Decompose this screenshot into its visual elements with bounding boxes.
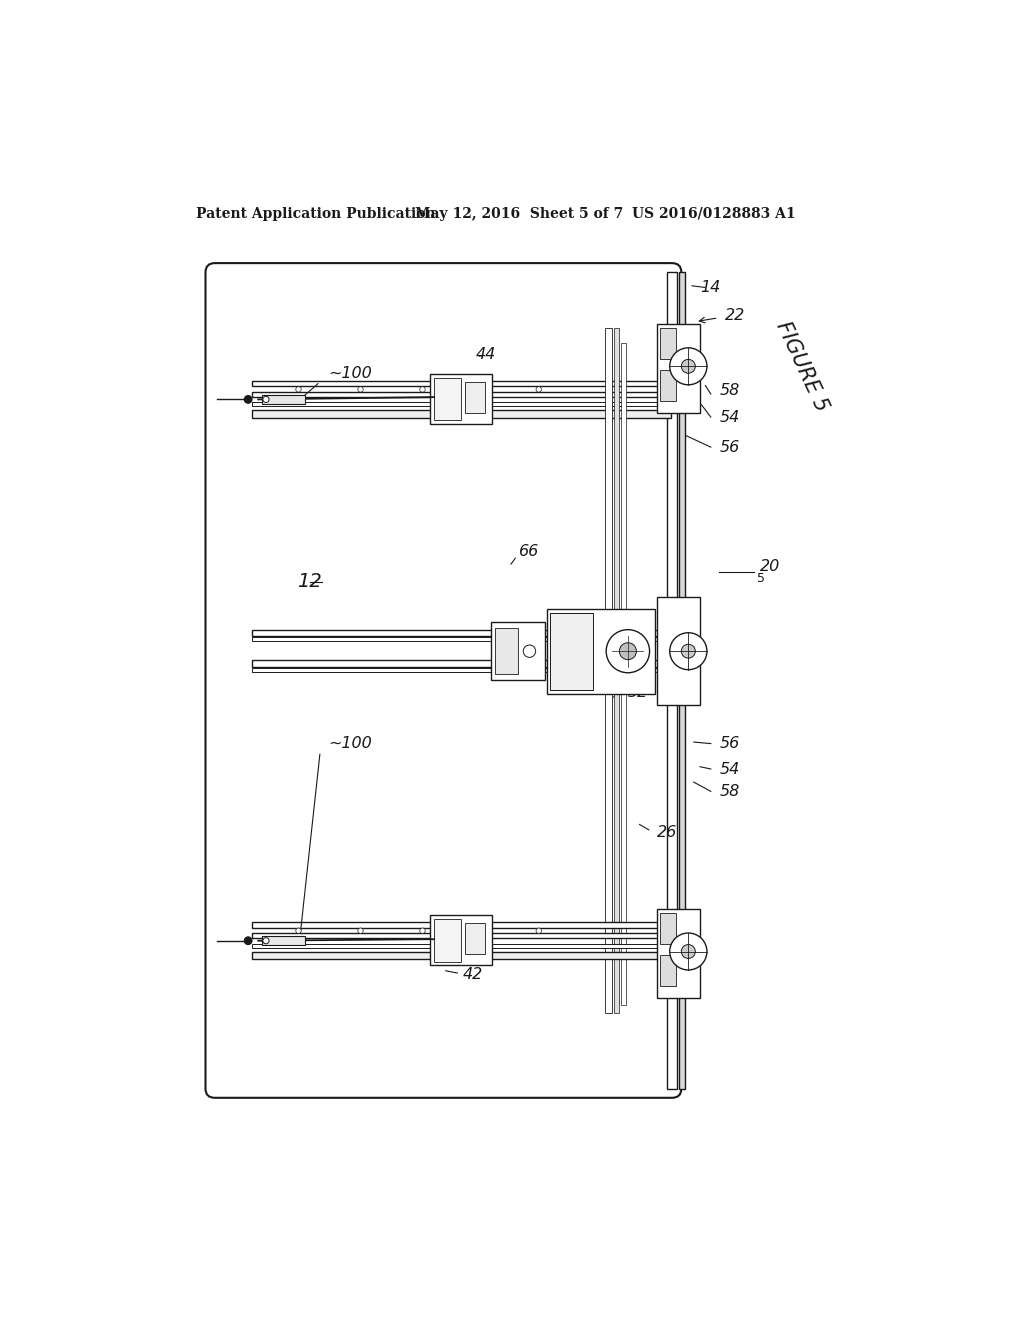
Circle shape [670,348,707,385]
Circle shape [536,387,542,392]
Circle shape [420,387,425,392]
Bar [252,923,671,928]
Bar [604,327,612,1014]
Bar [252,952,671,960]
Circle shape [420,928,425,933]
Bar [434,378,461,420]
Circle shape [670,933,707,970]
Bar [679,272,685,1089]
Circle shape [620,643,636,660]
Bar [252,403,671,407]
Bar [657,909,700,998]
Text: 28: 28 [676,334,696,348]
Text: 64: 64 [614,668,634,684]
Circle shape [681,644,695,659]
Text: 12: 12 [297,573,322,591]
Bar [657,597,700,705]
Circle shape [606,630,649,673]
Bar [252,411,671,418]
Bar [252,638,671,642]
Bar [550,612,593,689]
Text: 14: 14 [700,280,721,296]
Circle shape [357,387,364,392]
Text: 5: 5 [758,572,765,585]
Bar [430,915,493,965]
Bar [252,392,671,397]
Text: 26: 26 [656,825,677,840]
Circle shape [681,945,695,958]
Bar [490,622,545,681]
Bar [252,630,671,636]
Bar [434,919,461,961]
Circle shape [296,387,301,392]
Circle shape [263,937,269,944]
Bar [660,370,676,401]
Text: US 2016/0128883 A1: US 2016/0128883 A1 [632,207,796,220]
Bar [430,374,493,424]
Text: 54: 54 [719,409,739,425]
Text: 42: 42 [463,968,483,982]
Text: 66: 66 [519,544,540,558]
Circle shape [681,359,695,374]
Circle shape [357,928,364,933]
Circle shape [245,937,252,945]
Circle shape [536,928,542,933]
Bar [614,327,618,1014]
Text: 22: 22 [725,308,745,323]
Bar [252,668,671,672]
Circle shape [523,645,536,657]
Text: 44: 44 [476,347,497,362]
Circle shape [296,928,301,933]
Circle shape [670,632,707,669]
Text: 58: 58 [719,383,739,399]
Bar [495,628,518,675]
Text: 54: 54 [719,762,739,776]
Bar [657,323,700,412]
Bar [621,343,626,1006]
Text: Patent Application Publication: Patent Application Publication [197,207,436,220]
Bar [252,381,671,387]
Text: ~100: ~100 [328,367,372,381]
Bar [262,936,305,945]
Circle shape [245,396,252,404]
Bar [465,923,484,954]
Bar [252,944,671,948]
Bar [660,913,676,944]
Text: 56: 56 [719,440,739,454]
Bar [465,381,484,412]
Bar [547,609,655,693]
Text: ~100: ~100 [328,737,372,751]
Circle shape [263,396,269,403]
Bar [252,660,671,667]
FancyBboxPatch shape [206,263,681,1098]
Bar [262,395,305,404]
Bar [660,956,676,986]
Text: May 12, 2016  Sheet 5 of 7: May 12, 2016 Sheet 5 of 7 [415,207,623,220]
Text: FIGURE 5: FIGURE 5 [773,318,831,414]
Bar [252,933,671,939]
Text: 56: 56 [719,737,739,751]
Text: 58: 58 [719,784,739,799]
Bar [660,327,676,359]
Text: 20: 20 [760,558,780,574]
Text: 32: 32 [628,685,648,700]
Bar [667,272,678,1089]
